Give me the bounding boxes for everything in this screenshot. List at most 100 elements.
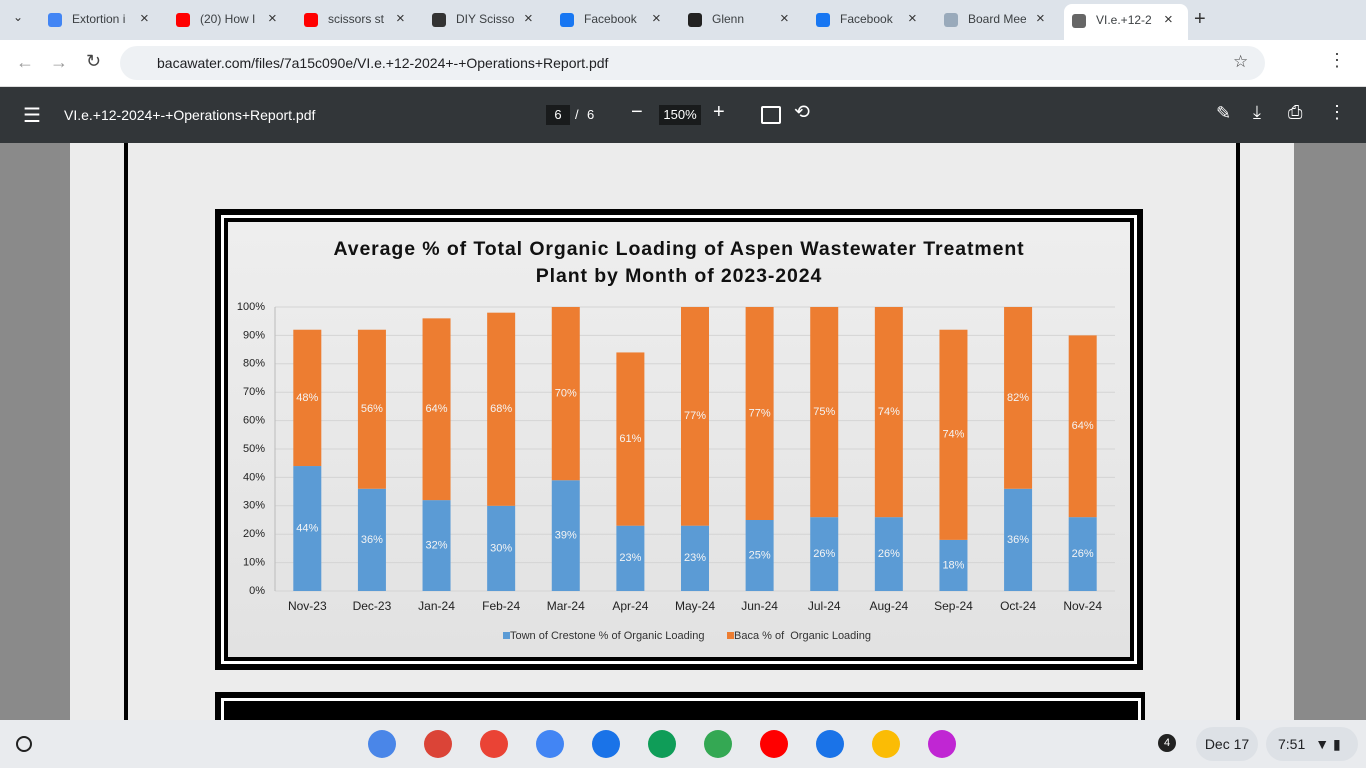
x-tick-label: Feb-24	[482, 599, 520, 613]
tab-close[interactable]: ×	[268, 10, 277, 27]
zoom-out[interactable]: −	[631, 101, 643, 123]
app-icon[interactable]	[704, 730, 732, 758]
bar-segment	[551, 480, 580, 591]
date[interactable]: Dec 17	[1196, 727, 1258, 761]
bar-segment	[293, 466, 322, 591]
x-tick-label: Jan-24	[418, 599, 455, 613]
print-button[interactable]: ⎙	[1288, 102, 1303, 122]
x-tick-label: Jul-24	[808, 599, 841, 613]
omnibox[interactable]: bacawater.com/files/7a15c090e/VI.e.+12-2…	[120, 46, 1265, 80]
notification-badge[interactable]: 4	[1158, 734, 1176, 752]
page-separator: /	[575, 107, 579, 122]
tab-close[interactable]: ×	[780, 10, 789, 27]
bar-segment	[874, 517, 903, 591]
bar-segment	[616, 525, 645, 591]
bar-segment	[422, 500, 451, 591]
tab-close[interactable]: ×	[908, 10, 917, 27]
bar-segment	[1068, 335, 1097, 518]
data-label: 48%	[296, 392, 318, 404]
data-label: 68%	[490, 403, 512, 415]
tab-close[interactable]: ×	[652, 10, 661, 27]
tab-favicon	[816, 13, 830, 27]
bar-segment	[681, 525, 709, 591]
fit-button[interactable]	[761, 106, 781, 124]
zoom-input[interactable]: 150%	[659, 105, 701, 125]
app-icon[interactable]	[592, 730, 620, 758]
tab[interactable]: scissors st ×	[296, 6, 420, 34]
pdf-toolbar: ☰ VI.e.+12-2024+-+Operations+Report.pdf …	[0, 87, 1366, 143]
legend-swatch	[727, 632, 734, 639]
rotate-button[interactable]: ⟲	[794, 102, 810, 123]
app-icon[interactable]	[424, 730, 452, 758]
page-border	[124, 143, 128, 720]
tab-title: Board Mee	[968, 12, 1026, 26]
tab-search[interactable]: ⌄	[13, 10, 24, 24]
tab-favicon	[560, 13, 574, 27]
y-tick-label: 60%	[243, 415, 265, 427]
tab-title: Facebook	[840, 12, 893, 26]
tab-favicon	[304, 13, 318, 27]
bar-segment	[1068, 517, 1097, 591]
tab-close[interactable]: ×	[1164, 11, 1173, 28]
data-label: 75%	[813, 406, 835, 418]
download-button[interactable]: ⤓	[1253, 102, 1261, 122]
app-icon[interactable]	[648, 730, 676, 758]
data-label: 70%	[555, 388, 577, 400]
tab[interactable]: (20) How I ×	[168, 6, 292, 34]
menu-button[interactable]: ⋮	[1328, 50, 1346, 70]
new-tab[interactable]: +	[1194, 8, 1206, 30]
x-tick-label: Aug-24	[869, 599, 908, 613]
data-label: 64%	[1072, 420, 1094, 432]
tab-close[interactable]: ×	[524, 10, 533, 27]
page-input[interactable]: 6	[546, 105, 570, 125]
legend-label: Town of Crestone % of Organic Loading	[510, 630, 704, 642]
legend-swatch	[503, 632, 510, 639]
x-tick-label: Dec-23	[353, 599, 392, 613]
reload-button[interactable]: ↻	[86, 51, 102, 71]
tab-close[interactable]: ×	[1036, 10, 1045, 27]
data-label: 23%	[684, 552, 706, 564]
app-icon[interactable]	[816, 730, 844, 758]
status-area[interactable]: 7:51 ▼ ▮	[1266, 727, 1358, 761]
data-label: 32%	[426, 539, 448, 551]
tab[interactable]: Glenn ×	[680, 6, 804, 34]
taskbar: 4 Dec 17 7:51 ▼ ▮	[0, 720, 1366, 768]
data-label: 18%	[942, 559, 964, 571]
back-button[interactable]: ←	[16, 52, 34, 72]
tab-title: Facebook	[584, 12, 637, 26]
data-label: 74%	[878, 406, 900, 418]
tab[interactable]: Board Mee ×	[936, 6, 1060, 34]
app-icon[interactable]	[760, 730, 788, 758]
launcher[interactable]	[16, 736, 32, 752]
bar-segment	[745, 307, 774, 520]
y-tick-label: 70%	[243, 386, 265, 398]
y-tick-label: 50%	[243, 443, 265, 455]
app-icon[interactable]	[872, 730, 900, 758]
tab-favicon	[432, 13, 446, 27]
data-label: 44%	[296, 522, 318, 534]
bar-segment	[810, 517, 839, 591]
app-icon[interactable]	[368, 730, 396, 758]
tab[interactable]: VI.e.+12-2 ×	[1064, 4, 1188, 40]
app-icon[interactable]	[536, 730, 564, 758]
x-tick-label: May-24	[675, 599, 715, 613]
tab[interactable]: DIY Scisso ×	[424, 6, 548, 34]
toolbar: ← → ↻ bacawater.com/files/7a15c090e/VI.e…	[0, 40, 1366, 87]
annotate-button[interactable]: ✎	[1216, 103, 1232, 123]
app-icon[interactable]	[480, 730, 508, 758]
bookmark-star[interactable]: ☆	[1233, 52, 1249, 71]
y-tick-label: 20%	[243, 528, 265, 540]
tab[interactable]: Extortion i ×	[40, 6, 164, 34]
tab[interactable]: Facebook ×	[552, 6, 676, 34]
app-icon[interactable]	[928, 730, 956, 758]
sidebar-toggle[interactable]: ☰	[23, 105, 41, 127]
x-tick-label: Jun-24	[741, 599, 778, 613]
zoom-in[interactable]: +	[713, 101, 725, 123]
tab[interactable]: Facebook ×	[808, 6, 932, 34]
url: bacawater.com/files/7a15c090e/VI.e.+12-2…	[157, 55, 609, 71]
tab-favicon	[1072, 14, 1086, 28]
forward-button[interactable]: →	[50, 52, 68, 72]
tab-close[interactable]: ×	[140, 10, 149, 27]
tab-close[interactable]: ×	[396, 10, 405, 27]
more-button[interactable]: ⋮	[1328, 102, 1346, 122]
